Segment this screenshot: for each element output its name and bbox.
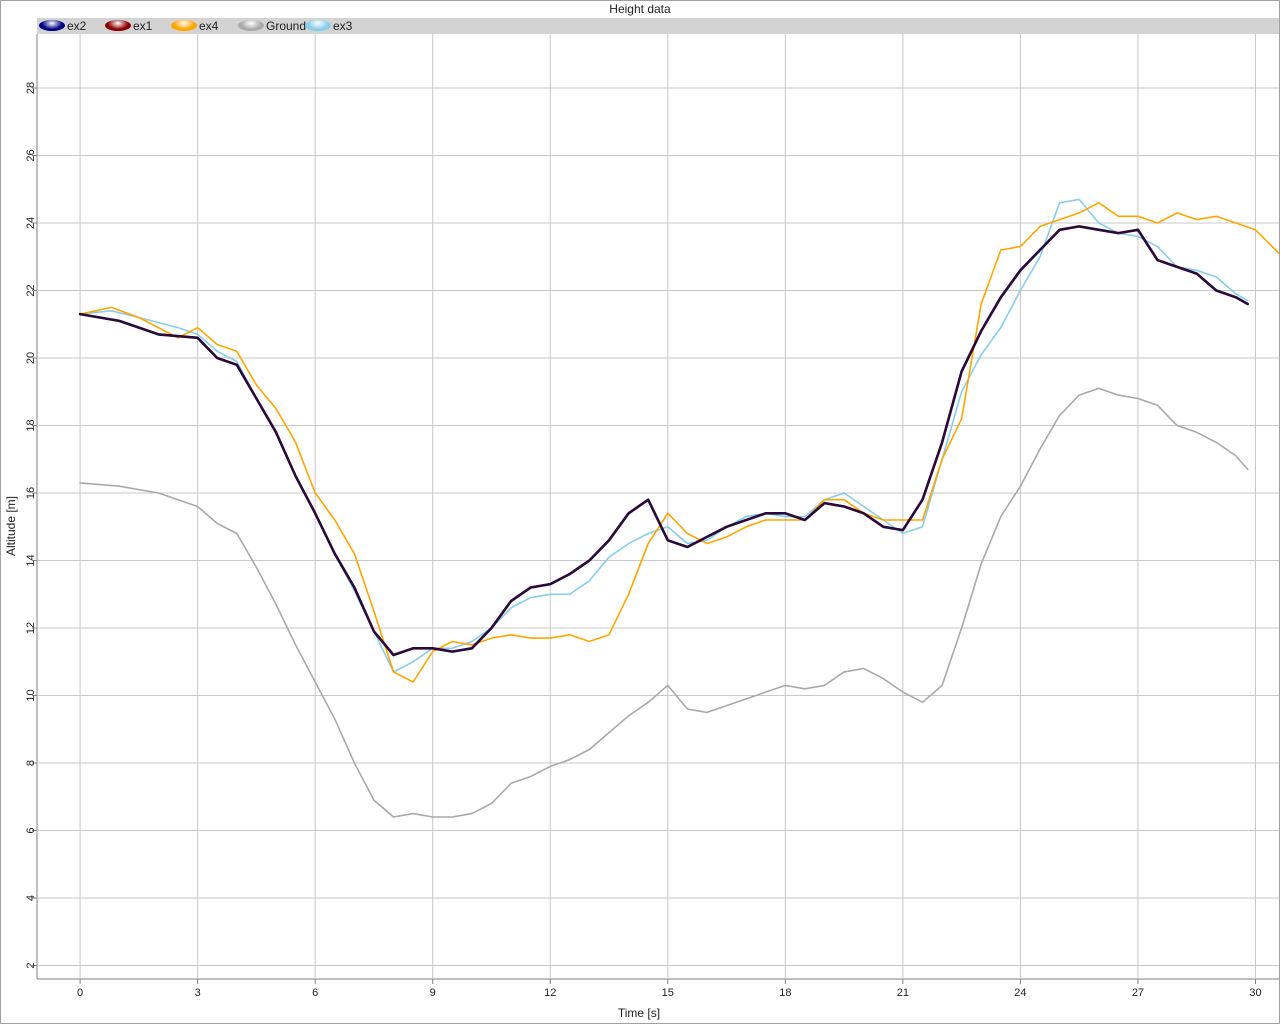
y-tick-label: 14 xyxy=(25,554,37,566)
legend-swatch-icon xyxy=(105,20,131,31)
y-tick-label: 18 xyxy=(25,419,37,431)
series-line-ex4 xyxy=(79,202,1279,683)
x-tick-label: 9 xyxy=(430,987,436,999)
x-tick-label: 3 xyxy=(195,987,201,999)
y-tick-label: 16 xyxy=(25,487,37,499)
x-tick-label: 0 xyxy=(77,987,83,999)
x-tick-label: 15 xyxy=(662,987,674,999)
x-tick-label: 12 xyxy=(544,987,556,999)
series-line-ex2 xyxy=(78,225,1249,657)
ticks: 0 3 6 9 12 15 18 21 24 27 302468101214161820222426… xyxy=(25,82,1262,999)
legend: ex2 ex1 ex4 Ground ex3 xyxy=(37,18,1279,34)
legend-label: ex2 xyxy=(67,19,87,33)
y-tick-label: 10 xyxy=(25,689,37,701)
y-tick-label: 20 xyxy=(25,352,37,364)
legend-swatch-icon xyxy=(305,20,331,31)
y-tick-label: 26 xyxy=(25,149,37,161)
legend-swatch-icon xyxy=(39,20,65,31)
x-tick-label: 27 xyxy=(1132,987,1144,999)
chart-title: Height data xyxy=(609,2,671,16)
legend-label: ex1 xyxy=(133,19,153,33)
series-line-ground xyxy=(79,387,1249,818)
legend-label: ex3 xyxy=(333,19,353,33)
x-tick-label: 30 xyxy=(1249,987,1261,999)
legend-label: Ground xyxy=(266,19,307,33)
y-axis-title: Altitude [m] xyxy=(4,496,18,556)
y-tick-label: 6 xyxy=(25,827,37,833)
y-tick-label: 8 xyxy=(25,760,37,766)
series-line-ex3 xyxy=(79,198,1249,673)
x-tick-label: 6 xyxy=(312,987,318,999)
y-tick-label: 22 xyxy=(25,284,37,296)
y-tick-label: 12 xyxy=(25,622,37,634)
y-tick-label: 4 xyxy=(25,895,37,901)
x-tick-label: 24 xyxy=(1014,987,1026,999)
legend-swatch-icon xyxy=(238,20,264,31)
grid xyxy=(36,34,1279,980)
x-tick-label: 21 xyxy=(897,987,909,999)
series-layer xyxy=(78,198,1279,818)
legend-swatch-icon xyxy=(171,20,197,31)
x-axis-title: Time [s] xyxy=(618,1006,660,1020)
y-tick-label: 2 xyxy=(25,962,37,968)
x-tick-label: 18 xyxy=(779,987,791,999)
y-tick-label: 28 xyxy=(25,82,37,94)
legend-label: ex4 xyxy=(199,19,219,33)
y-tick-label: 24 xyxy=(25,217,37,229)
